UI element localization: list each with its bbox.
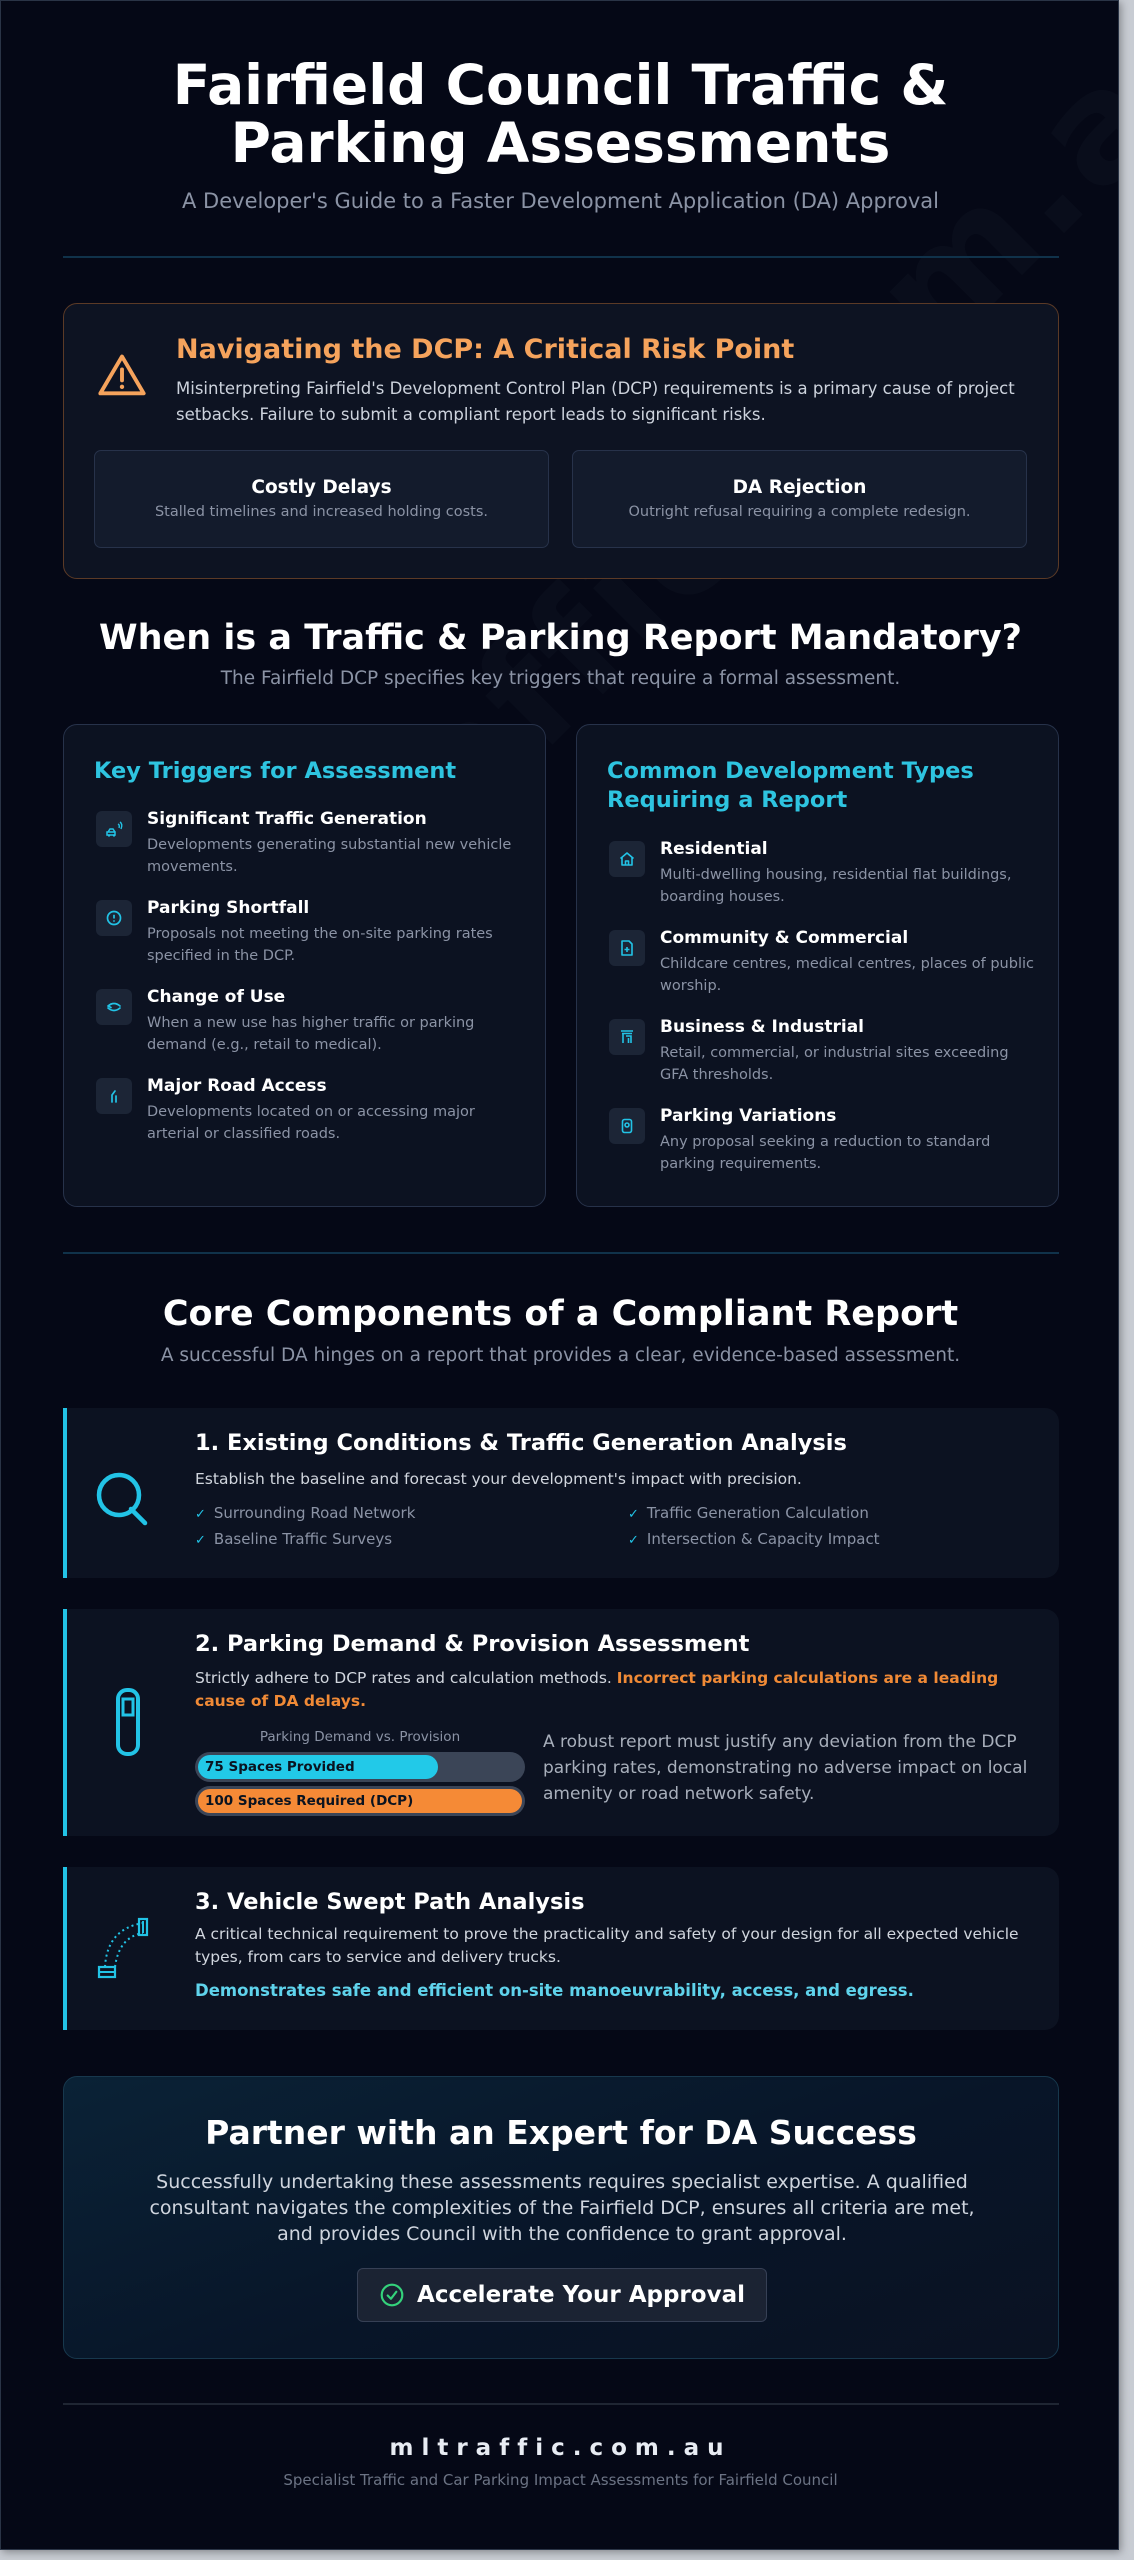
bar-required-track: 100 Spaces Required (DCP) [195, 1786, 525, 1816]
check-item: ✓ Traffic Generation Calculation [628, 1504, 869, 1522]
divider [63, 2403, 1059, 2405]
risk-card-costly-delays: Costly Delays Stalled timelines and incr… [94, 450, 549, 548]
component-title: 1. Existing Conditions & Traffic Generat… [195, 1430, 847, 1456]
component-title: 2. Parking Demand & Provision Assessment [195, 1631, 750, 1657]
swap-arrows-icon [96, 989, 132, 1025]
trigger-title: Parking Shortfall [147, 898, 310, 918]
page-subtitle: A Developer's Guide to a Faster Developm… [182, 189, 939, 213]
type-text: Any proposal seeking a reduction to stan… [660, 1134, 991, 1172]
risk-card-da-rejection: DA Rejection Outright refusal requiring … [572, 450, 1027, 548]
type-text: Childcare centres, medical centres, plac… [660, 956, 1034, 994]
checklist: ✓ Surrounding Road Network ✓ Traffic Gener… [195, 1504, 1035, 1548]
button-label: Accelerate Your Approval [417, 2282, 745, 2308]
document-plus-icon [609, 930, 645, 966]
car-traffic-icon [96, 811, 132, 847]
section-subtitle-mandatory: The Fairfield DCP specifies key triggers… [220, 668, 901, 689]
divider [63, 1252, 1059, 1254]
component-card-1: 1. Existing Conditions & Traffic Generat… [63, 1408, 1059, 1578]
trigger-text: Developments generating substantial new … [147, 837, 512, 875]
cta-card: Partner with an Expert for DA Success Su… [63, 2076, 1059, 2359]
alert-circle-icon [96, 900, 132, 936]
component-card-2: 2. Parking Demand & Provision Assessment… [63, 1609, 1059, 1836]
type-title: Business & Industrial [660, 1017, 864, 1037]
bar-required: 100 Spaces Required (DCP) [198, 1789, 522, 1813]
component-desc: Strictly adhere to DCP rates and calcula… [195, 1669, 999, 1710]
type-text: Retail, commercial, or industrial sites … [660, 1045, 1009, 1083]
check-icon: ✓ [195, 1533, 206, 1548]
divider [63, 256, 1059, 258]
bar-provided: 75 Spaces Provided [198, 1755, 438, 1779]
development-types-panel: Common Development Types Requiring a Rep… [576, 724, 1059, 1207]
footer-brand: mltraffic.com.au [389, 2435, 732, 2461]
warning-triangle-icon [98, 354, 146, 396]
section-title-components: Core Components of a Compliant Report [162, 1294, 959, 1334]
risk-card: Navigating the DCP: A Critical Risk Poin… [63, 303, 1059, 579]
type-text: Multi-dwelling housing, residential flat… [660, 867, 1012, 905]
risk-body: Misinterpreting Fairfield's Development … [176, 379, 1015, 424]
types-heading: Common Development Types Requiring a Rep… [607, 758, 974, 813]
trigger-title: Change of Use [147, 987, 286, 1007]
cta-body: Successfully undertaking these assessmen… [149, 2171, 975, 2245]
page-title: Fairfield Council Traffic & Parking Asse… [1, 53, 1118, 175]
trigger-text: Developments located on or accessing maj… [147, 1104, 475, 1142]
bar-provided-track: 75 Spaces Provided [195, 1752, 525, 1782]
check-icon: ✓ [628, 1507, 639, 1522]
desc-highlight: Incorrect parking calculations are a lea… [195, 1669, 999, 1710]
type-title: Parking Variations [660, 1106, 837, 1126]
building-icon [609, 1019, 645, 1055]
parking-note: A robust report must justify any deviati… [543, 1732, 1028, 1804]
check-icon: ✓ [628, 1533, 639, 1548]
check-item: ✓ Intersection & Capacity Impact [628, 1530, 880, 1548]
section-subtitle-components: A successful DA hinges on a report that … [160, 1345, 961, 1366]
risk-card-text: Stalled timelines and increased holding … [154, 504, 489, 520]
trigger-text: When a new use has higher traffic or par… [147, 1015, 475, 1053]
check-circle-icon [380, 2283, 404, 2307]
triggers-panel: Key Triggers for Assessment Significant … [63, 724, 546, 1207]
footer-tagline: Specialist Traffic and Car Parking Impac… [283, 2471, 838, 2489]
component-title: 3. Vehicle Swept Path Analysis [195, 1889, 585, 1915]
section-title-mandatory: When is a Traffic & Parking Report Manda… [99, 618, 1022, 658]
trigger-title: Significant Traffic Generation [147, 809, 427, 829]
type-title: Residential [660, 839, 768, 859]
risk-title: Navigating the DCP: A Critical Risk Poin… [176, 334, 795, 365]
trigger-text: Proposals not meeting the on-site parkin… [147, 926, 493, 964]
risk-card-text: Outright refusal requiring a complete re… [628, 504, 971, 520]
page-title-line2: Parking Assessments [230, 111, 891, 175]
cta-title: Partner with an Expert for DA Success [205, 2113, 917, 2152]
component-desc: Establish the baseline and forecast your… [195, 1470, 802, 1488]
check-icon: ✓ [195, 1507, 206, 1522]
chart-title: Parking Demand vs. Provision [259, 1729, 461, 1745]
search-icon [96, 1472, 148, 1526]
road-merge-icon [96, 1078, 132, 1114]
component-desc: A critical technical requirement to prov… [195, 1925, 1019, 1966]
trigger-title: Major Road Access [147, 1076, 327, 1096]
risk-card-title: DA Rejection [732, 477, 867, 498]
risk-card-title: Costly Delays [251, 477, 392, 498]
page-title-line1: Fairfield Council Traffic & [172, 53, 949, 117]
triggers-heading: Key Triggers for Assessment [94, 758, 457, 784]
house-icon [609, 841, 645, 877]
accelerate-approval-button[interactable]: Accelerate Your Approval [357, 2268, 767, 2322]
type-title: Community & Commercial [660, 928, 909, 948]
component-card-3: 3. Vehicle Swept Path Analysis A critica… [63, 1867, 1059, 2030]
swept-path-icon [97, 1917, 149, 1979]
parking-bay-icon [116, 1688, 140, 1756]
check-item: ✓ Baseline Traffic Surveys [195, 1530, 393, 1548]
check-item: ✓ Surrounding Road Network [195, 1504, 416, 1522]
component-highlight: Demonstrates safe and efficient on-site … [195, 1981, 914, 2000]
parking-meter-icon [609, 1108, 645, 1144]
